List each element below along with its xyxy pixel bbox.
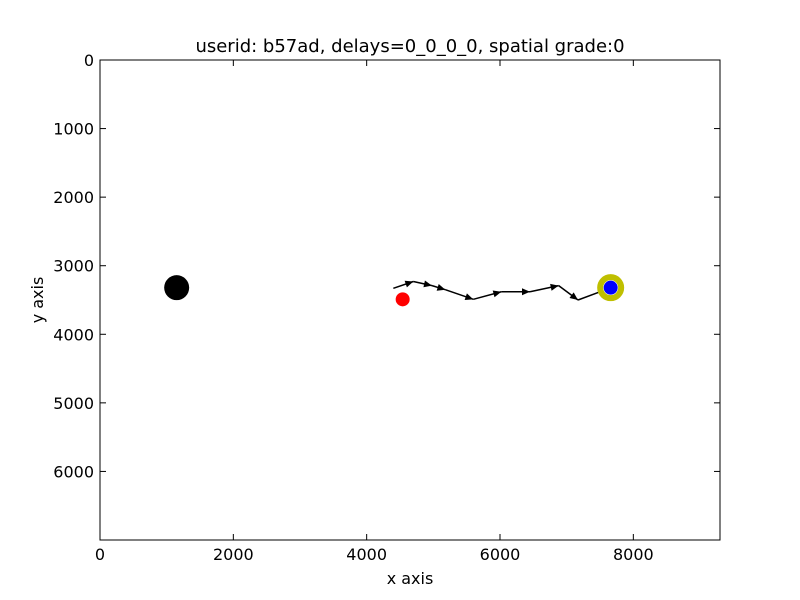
red-circle [395,292,410,307]
y-tick-label-4: 4000 [53,325,94,344]
black-circle [164,275,190,301]
trajectory-arrowhead-2 [436,284,446,291]
trajectory-segment-8 [577,291,601,301]
x-tick-label-3: 6000 [480,545,521,564]
trajectory-arrowhead-7 [569,292,578,300]
trajectory-arrowhead-5 [522,288,530,296]
chart-title: userid: b57ad, delays=0_0_0_0, spatial g… [195,36,624,57]
x-axis-label: x axis [387,569,434,588]
trajectory [393,280,601,301]
trajectory-arrowhead-1 [423,280,432,288]
trajectory-arrowhead-4 [492,290,502,298]
blue-circle [603,280,618,295]
plot-frame [99,59,721,541]
x-tick-label-4: 8000 [613,545,654,564]
y-tick-label-3: 3000 [53,257,94,276]
y-tick-label-2: 2000 [53,188,94,207]
x-tick-label-2: 4000 [346,545,387,564]
y-axis-label: y axis [28,277,47,324]
trajectory-arrowhead-0 [404,280,414,288]
trajectory-arrowhead-3 [464,293,474,301]
y-tick-label-6: 6000 [53,462,94,481]
x-tick-label-0: 0 [95,545,105,564]
axis-ticks: 0 2000 4000 6000 8000 0 1000 2000 3000 4000 5000 60… [53,51,720,564]
y-tick-label-5: 5000 [53,394,94,413]
x-tick-label-1: 2000 [213,545,254,564]
target-ring [597,274,625,302]
y-tick-label-1: 1000 [53,120,94,139]
y-tick-label-0: 0 [84,51,94,70]
trajectory-arrowhead-6 [550,283,559,291]
markers [164,274,625,307]
